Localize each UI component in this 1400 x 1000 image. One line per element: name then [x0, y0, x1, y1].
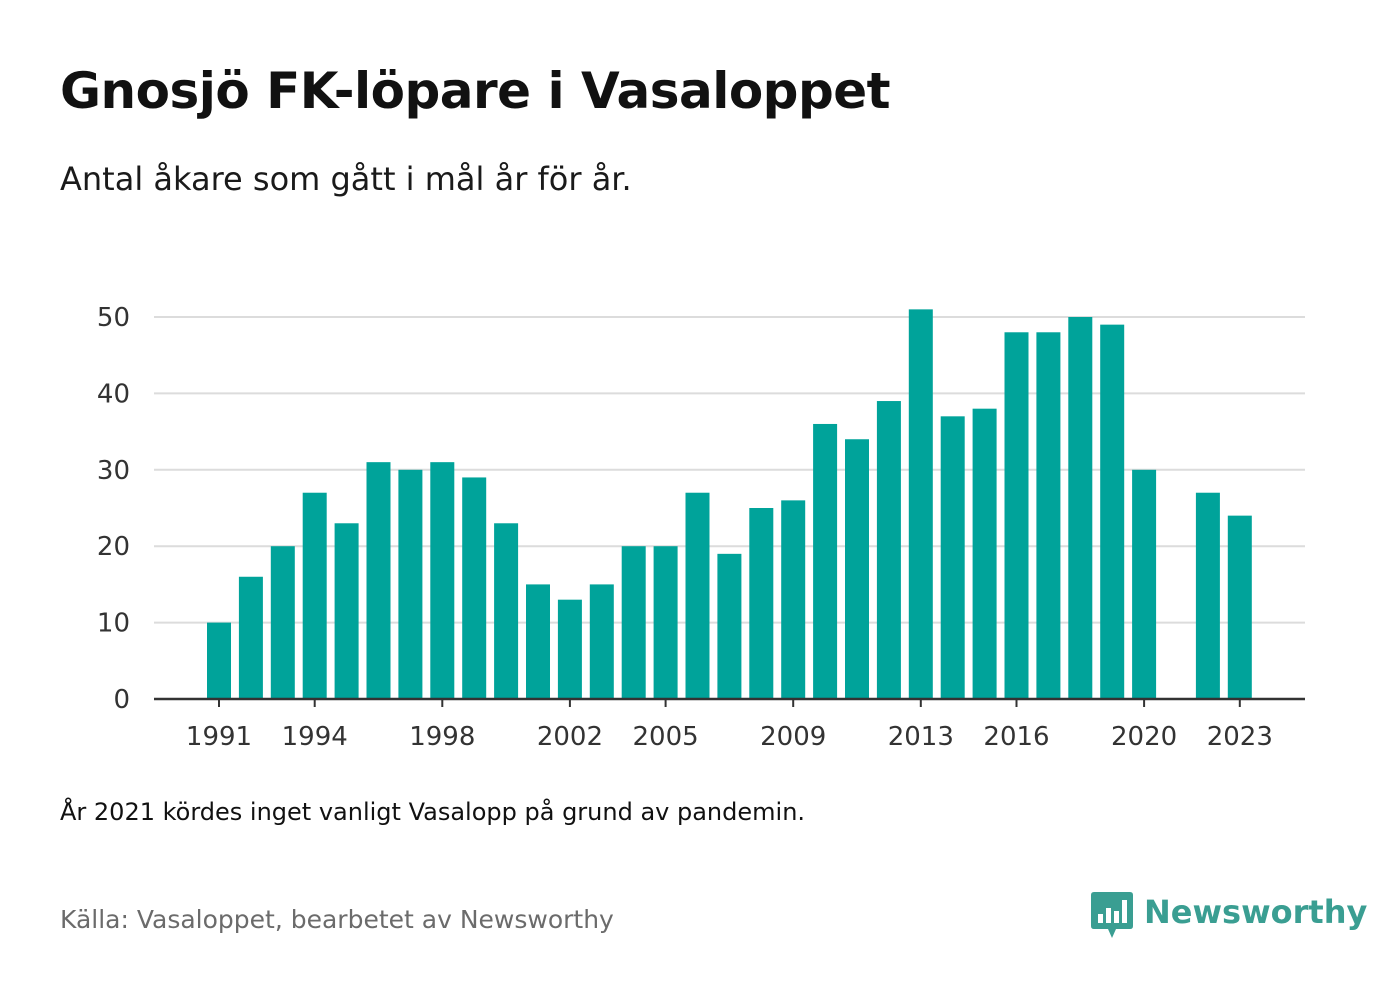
- source-text: Källa: Vasaloppet, bearbetet av Newswort…: [60, 905, 614, 934]
- bar-1992: [238, 576, 263, 699]
- bar-2013: [908, 309, 933, 699]
- bar-2011: [845, 439, 869, 699]
- bar-1996: [366, 462, 391, 699]
- bar-2022: [1195, 492, 1220, 699]
- x-tick-label: 2016: [983, 722, 1049, 752]
- y-tick-label: 30: [97, 456, 130, 486]
- bar-2016: [1004, 332, 1029, 699]
- bar-1993: [270, 546, 295, 699]
- x-tick-label: 2020: [1111, 722, 1177, 752]
- bar-1995: [334, 523, 359, 699]
- y-tick-label: 0: [113, 685, 130, 715]
- bar-2023: [1227, 515, 1252, 699]
- bar-2014: [940, 416, 965, 699]
- y-tick-label: 50: [97, 303, 130, 333]
- x-tick-label: 2005: [633, 722, 699, 752]
- x-tick-label: 1998: [409, 722, 475, 752]
- x-tick-label: 1994: [282, 722, 348, 752]
- bar-1994: [302, 492, 327, 699]
- bar-1999: [462, 477, 487, 699]
- chart-title: Gnosjö FK-löpare i Vasaloppet: [60, 62, 891, 120]
- bar-2003: [589, 584, 614, 699]
- bar-2008: [749, 508, 774, 699]
- y-tick-label: 10: [97, 609, 130, 639]
- newsworthy-logo-icon: [1091, 892, 1133, 938]
- x-tick-label: 2009: [760, 722, 826, 752]
- bar-2020: [1132, 469, 1157, 699]
- y-tick-label: 40: [97, 379, 130, 409]
- bar-2009: [781, 500, 806, 699]
- bar-2002: [557, 599, 582, 699]
- bar-2010: [813, 423, 838, 699]
- x-tick-label: 2002: [537, 722, 603, 752]
- bar-2000: [494, 523, 519, 699]
- bar-2006: [685, 492, 710, 699]
- bar-2015: [972, 408, 997, 699]
- bar-1997: [398, 469, 423, 699]
- x-tick-label: 2013: [888, 722, 954, 752]
- bar-2007: [717, 553, 742, 699]
- x-tick-label: 1991: [186, 722, 252, 752]
- bar-2001: [526, 584, 550, 699]
- chart-note: År 2021 kördes inget vanligt Vasalopp på…: [60, 798, 806, 826]
- x-tick-label: 2023: [1207, 722, 1273, 752]
- bar-2018: [1068, 317, 1093, 699]
- bar-2012: [876, 401, 901, 699]
- brand-logo: Newsworthy: [1090, 890, 1367, 950]
- bar-2004: [621, 546, 646, 699]
- bar-1998: [430, 462, 455, 699]
- bar-2017: [1036, 332, 1061, 699]
- bar-2005: [653, 546, 678, 699]
- bar-2019: [1100, 324, 1125, 699]
- brand-name: Newsworthy: [1144, 893, 1368, 931]
- bar-1991: [207, 622, 231, 699]
- y-tick-label: 20: [97, 532, 130, 562]
- chart-subtitle: Antal åkare som gått i mål år för år.: [60, 160, 632, 198]
- bar-chart: 0 10 20 30 40 50 1991 1994 1998 2002 2005 2009 2013 2…: [97, 303, 1305, 752]
